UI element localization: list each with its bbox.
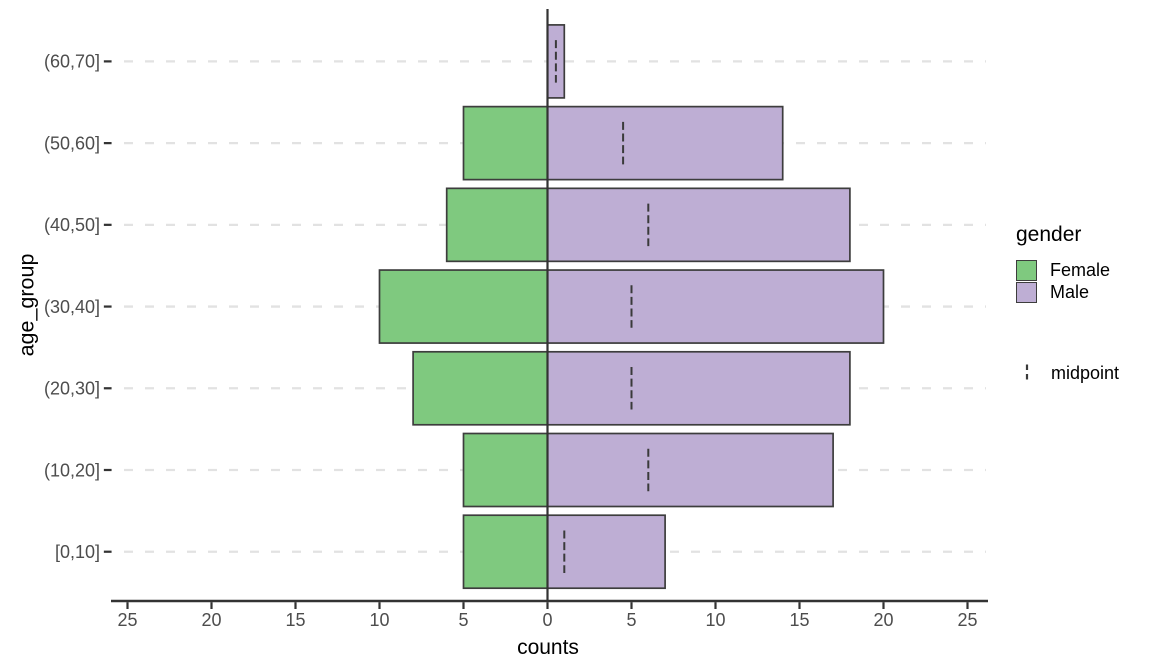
bar-female [462, 105, 549, 181]
y-tick-label: (50,60] [44, 133, 100, 153]
bar-male [546, 269, 885, 344]
bar-male [546, 514, 666, 590]
legend-item-male: Male [1016, 281, 1119, 303]
y-tick-label: (60,70] [44, 52, 100, 72]
legend-label-male: Male [1050, 281, 1090, 302]
y-tick-label: (20,30] [44, 379, 100, 399]
bar-female [462, 514, 549, 590]
bar-male [546, 187, 851, 263]
x-tick-label: 5 [626, 610, 636, 630]
y-tick-label: (40,50] [44, 215, 100, 235]
bar-female [412, 350, 549, 426]
legend-label-female: Female [1050, 259, 1111, 280]
bar-male [546, 432, 834, 508]
bar-male [546, 24, 566, 99]
x-tick-label: 20 [873, 610, 893, 630]
male-swatch-icon [1016, 281, 1037, 303]
legend-item-midpoint: midpoint [1016, 362, 1119, 384]
legend: gender Female Male midpoint [1016, 222, 1119, 384]
bar-female [445, 187, 549, 263]
x-tick-label: 15 [285, 610, 305, 630]
x-tick-label: 10 [705, 610, 725, 630]
y-axis-title: age_group [14, 253, 39, 357]
bar-male [546, 105, 784, 181]
legend-title: gender [1016, 223, 1082, 246]
x-tick-label: 10 [369, 610, 389, 630]
x-tick-label: 0 [542, 610, 552, 630]
x-axis-title: counts [517, 636, 579, 659]
x-tick-label: 20 [201, 610, 221, 630]
x-tick-label: 25 [957, 610, 977, 630]
legend-item-female: Female [1016, 259, 1119, 281]
bar-female [462, 432, 549, 508]
x-tick-label: 5 [458, 610, 468, 630]
x-tick-label: 25 [117, 610, 137, 630]
legend-label-midpoint: midpoint [1051, 362, 1120, 383]
bar-female [378, 269, 549, 344]
x-tick-label: 15 [789, 610, 809, 630]
female-swatch-icon [1016, 259, 1037, 281]
midpoint-key-icon [1025, 364, 1029, 382]
y-tick-label: [0,10] [55, 542, 100, 562]
y-tick-label: (30,40] [44, 297, 100, 317]
y-tick-label: (10,20] [44, 460, 100, 480]
bar-male [546, 350, 851, 426]
